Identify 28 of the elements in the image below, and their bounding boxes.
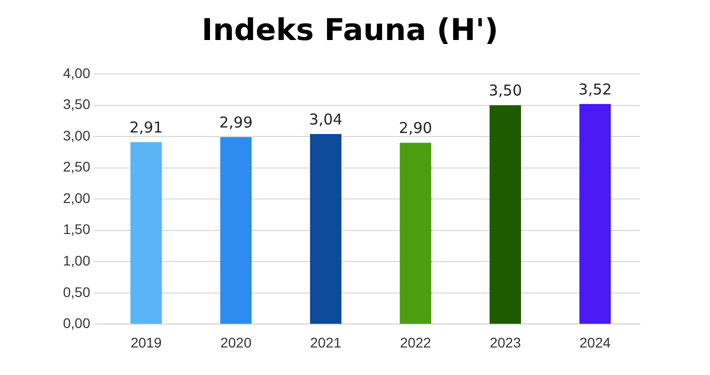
y-tick-label: 0,50 <box>63 284 90 300</box>
data-label: 3,52 <box>578 80 612 98</box>
y-tick-label: 2,50 <box>63 158 90 175</box>
x-tick-label: 2019 <box>130 334 162 350</box>
bar <box>220 137 252 324</box>
x-tick-label: 2021 <box>310 334 342 350</box>
bar <box>490 105 522 324</box>
data-label: 2,90 <box>398 119 432 138</box>
bar <box>400 142 432 324</box>
y-tick-label: 3,00 <box>63 127 90 144</box>
y-tick-label: 1,50 <box>63 221 90 238</box>
x-tick-label: 2020 <box>220 334 252 350</box>
y-tick-label: 3,50 <box>63 96 90 112</box>
y-tick-label: 2,00 <box>63 190 90 206</box>
bar <box>579 104 611 324</box>
x-tick-label: 2024 <box>580 334 611 350</box>
data-label: 2,99 <box>219 114 253 132</box>
y-tick-label: 1,00 <box>63 252 90 269</box>
data-label: 3,04 <box>309 110 342 128</box>
x-tick-label: 2022 <box>400 334 432 350</box>
x-tick-label: 2023 <box>490 334 522 350</box>
data-label: 3,50 <box>488 82 522 100</box>
bar <box>130 142 162 324</box>
y-tick-label: 4,00 <box>63 64 90 81</box>
y-tick-label: 0,00 <box>63 315 90 332</box>
chart-title: Indeks Fauna (H') <box>202 12 498 48</box>
bar <box>310 134 342 324</box>
data-label: 2,91 <box>129 118 163 137</box>
